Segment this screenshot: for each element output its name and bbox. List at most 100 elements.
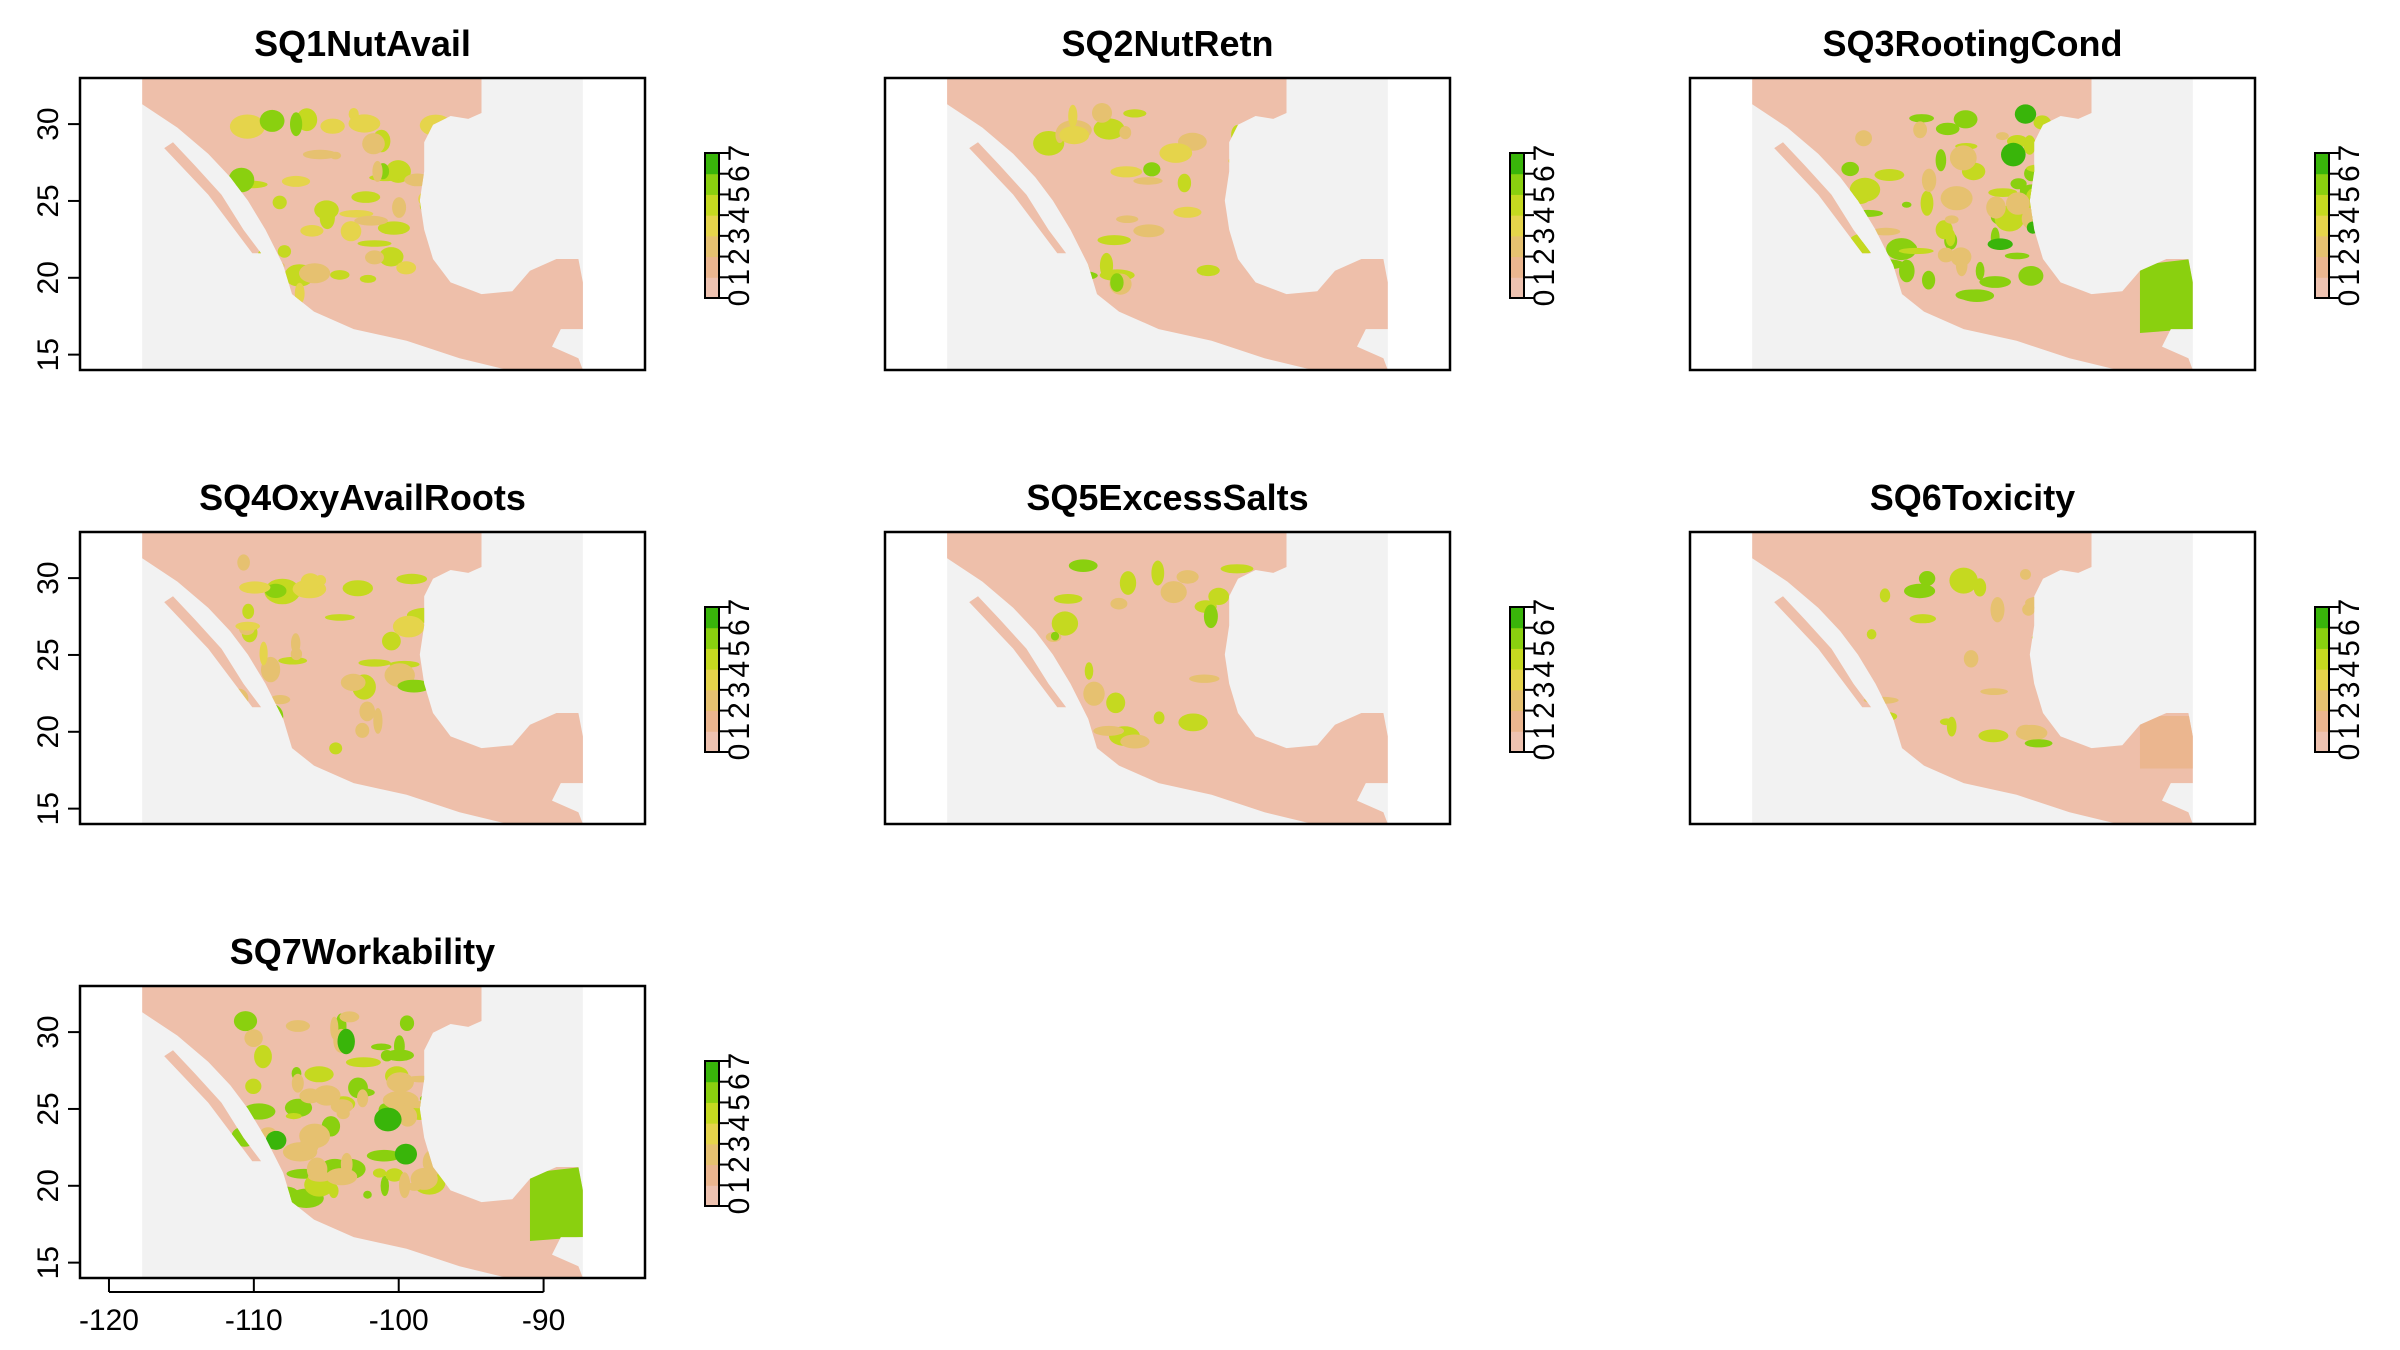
panel-frame <box>883 530 1452 826</box>
value-patch <box>1092 103 1112 123</box>
x-tick-label: -100 <box>369 1304 429 1337</box>
legend-label: 6 <box>723 1073 756 1090</box>
legend-label: 0 <box>723 290 756 307</box>
value-patch <box>2024 739 2053 748</box>
value-patch <box>300 573 321 590</box>
value-patch <box>1866 629 1877 640</box>
panel-title: SQ6Toxicity <box>1870 477 2075 518</box>
value-patches <box>224 1011 583 1241</box>
y-tick-label: 25 <box>32 1092 65 1125</box>
value-patch <box>1119 126 1132 140</box>
value-patch <box>2018 266 2044 286</box>
value-patch <box>302 149 338 160</box>
value-patch <box>299 1135 319 1155</box>
value-patch <box>259 641 268 666</box>
value-patch <box>340 221 362 242</box>
value-patch <box>1988 188 2018 198</box>
legend-swatch <box>705 648 719 670</box>
value-patch <box>1959 289 1995 303</box>
legend-label: 2 <box>2333 702 2366 719</box>
value-patch <box>1143 162 1161 177</box>
value-patch <box>385 1168 404 1182</box>
legend-label: 5 <box>723 1094 756 1111</box>
legend-label: 3 <box>723 682 756 699</box>
value-patch <box>1110 273 1124 292</box>
legend-frame <box>704 152 720 299</box>
value-patch <box>1921 168 1937 192</box>
value-patch <box>265 1130 287 1150</box>
legend-label: 5 <box>2333 186 2366 203</box>
value-patch <box>1177 173 1192 193</box>
value-patch <box>277 245 292 258</box>
legend-swatch <box>1510 689 1524 712</box>
panel-title: SQ1NutAvail <box>254 23 471 64</box>
legend-swatch <box>1510 710 1524 732</box>
y-tick-label: 15 <box>32 338 65 371</box>
legend-label: 1 <box>2333 269 2366 286</box>
value-patch <box>1093 725 1125 736</box>
value-patch <box>233 1011 258 1032</box>
legend: 0 1 2 3 4 5 6 7 <box>704 599 756 760</box>
legend-label: 1 <box>723 723 756 740</box>
legend-swatch <box>705 689 719 712</box>
value-patch <box>1920 190 1934 216</box>
value-patch <box>373 708 383 734</box>
legend-swatch <box>2315 173 2329 195</box>
legend-label: 1 <box>723 1177 756 1194</box>
y-axis: 15 20 25 30 <box>32 107 80 371</box>
value-patch <box>377 221 410 235</box>
value-patch <box>396 261 417 275</box>
value-patch <box>1855 130 1872 147</box>
legend-swatch <box>1510 153 1524 175</box>
legend-swatch <box>1510 669 1524 691</box>
y-axis: 15 20 25 30 <box>32 1015 80 1279</box>
legend-swatch <box>705 731 719 753</box>
legend-frame <box>2314 152 2330 299</box>
value-patch <box>1909 114 1934 123</box>
value-patch <box>1203 604 1218 629</box>
legend-label: 6 <box>1528 165 1561 182</box>
value-patch <box>1904 583 1936 599</box>
legend-label: 2 <box>1528 248 1561 265</box>
value-patch <box>229 114 265 139</box>
value-patch <box>1153 711 1165 725</box>
value-patches <box>1045 559 1254 749</box>
legend-swatch <box>2315 235 2329 258</box>
panel-title: SQ2NutRetn <box>1061 23 1273 64</box>
value-patch <box>1110 597 1128 610</box>
y-tick-label: 25 <box>32 638 65 671</box>
legend-label: 5 <box>1528 640 1561 657</box>
value-patch <box>308 1171 332 1182</box>
legend-swatch <box>705 277 719 299</box>
legend-label: 6 <box>2333 619 2366 636</box>
legend-swatch <box>1510 627 1524 649</box>
value-patch <box>245 1078 262 1095</box>
panel-title: SQ3RootingCond <box>1823 23 2123 64</box>
value-patch <box>270 695 291 705</box>
value-patch <box>396 573 428 585</box>
yucatan-patch <box>2139 258 2193 333</box>
legend-swatch <box>705 1081 719 1103</box>
y-tick-label: 25 <box>32 184 65 217</box>
panel-5: SQ5ExcessSalts 0 1 2 3 4 5 6 7 <box>883 477 1561 826</box>
value-patch <box>242 603 255 620</box>
legend-swatch <box>1510 194 1524 216</box>
legend-swatch <box>705 256 719 278</box>
legend-label: 6 <box>723 619 756 636</box>
value-patch <box>340 673 366 692</box>
value-patch <box>342 580 373 597</box>
value-patch <box>1940 186 1973 211</box>
value-patch <box>1922 270 1936 290</box>
value-patch <box>365 250 384 265</box>
value-patch <box>1987 238 2013 250</box>
legend: 0 1 2 3 4 5 6 7 <box>704 145 756 307</box>
legend-swatch <box>705 215 719 237</box>
value-patch <box>1123 109 1147 118</box>
legend-label: 2 <box>723 248 756 265</box>
value-patch <box>2016 724 2036 737</box>
legend-swatch <box>705 1164 719 1186</box>
legend-label: 1 <box>723 269 756 286</box>
value-patch <box>1918 571 1936 586</box>
panel-frame <box>78 76 647 372</box>
legend-label: 1 <box>1528 723 1561 740</box>
